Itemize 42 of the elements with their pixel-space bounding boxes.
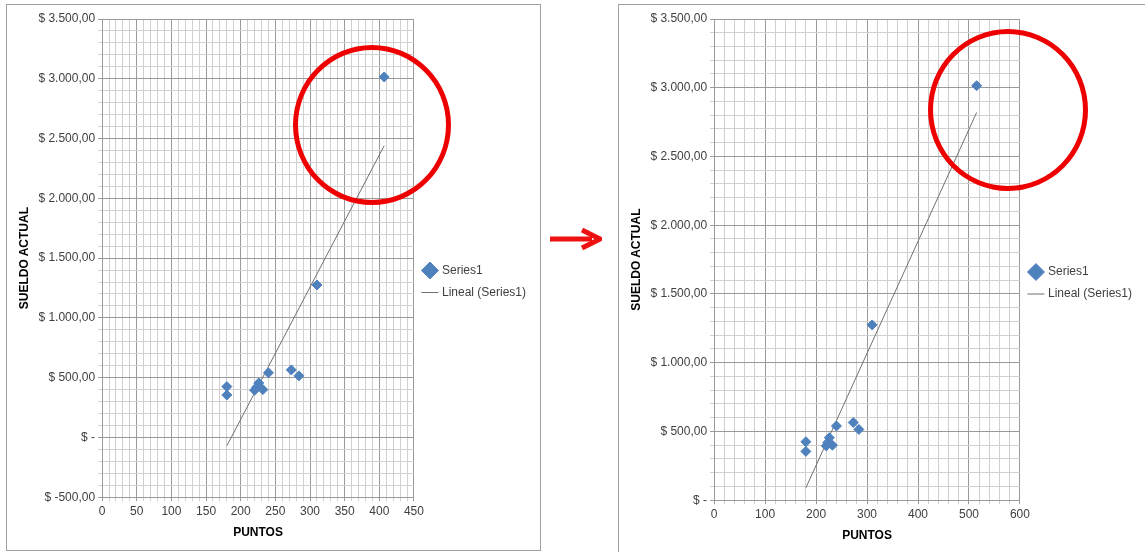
y-tick-label: $ 2.500,00 [38,130,96,145]
y-tick-label: $ 1.000,00 [650,355,708,370]
x-tick-label: 400 [908,506,929,521]
y-tick-label: $ -500,00 [44,489,96,504]
x-tick-label: 200 [806,506,827,521]
x-axis-title: PUNTOS [842,528,892,543]
y-tick-label: $ 3.500,00 [38,11,96,26]
y-tick-label: $ 2.000,00 [650,217,708,232]
x-tick-label: 100 [755,506,776,521]
x-tick-label: 600 [1009,506,1031,521]
y-tick-label: $ 500,00 [48,369,96,384]
y-tick-label: $ 500,00 [660,423,708,438]
y-axis-title: SUELDO ACTUAL [16,206,31,310]
x-tick-label: 300 [300,503,321,518]
x-tick-label: 0 [710,506,718,521]
x-tick-label: 0 [98,503,106,518]
y-tick-label: $ - [693,492,708,507]
x-tick-label: 500 [958,506,980,521]
x-tick-label: 400 [369,503,390,518]
y-tick-label: $ 1.500,00 [650,286,708,301]
x-tick-label: 450 [403,503,425,518]
x-tick-label: 300 [857,506,878,521]
y-tick-label: $ 1.000,00 [38,310,96,325]
x-tick-label: 100 [161,503,182,518]
y-tick-label: $ 1.500,00 [38,250,96,265]
x-axis-title: PUNTOS [233,525,283,540]
y-tick-label: $ 3.500,00 [650,11,708,26]
x-tick-label: 200 [230,503,252,518]
legend-label: Lineal (Series1) [441,284,527,299]
y-axis-title: SUELDO ACTUAL [628,208,643,311]
y-tick-label: $ 2.000,00 [38,190,96,205]
x-tick-label: 350 [334,503,355,518]
y-tick-label: $ 3.000,00 [650,80,708,95]
y-tick-label: $ 2.500,00 [650,148,708,163]
legend-label: Lineal (Series1) [1047,286,1133,301]
x-tick-label: 250 [265,503,286,518]
y-tick-label: $ 3.000,00 [38,71,96,86]
x-tick-label: 50 [130,503,144,518]
y-tick-label: $ - [81,429,96,444]
x-tick-label: 150 [196,503,217,518]
legend-label: Series1 [1047,264,1089,279]
legend-label: Series1 [441,262,483,277]
